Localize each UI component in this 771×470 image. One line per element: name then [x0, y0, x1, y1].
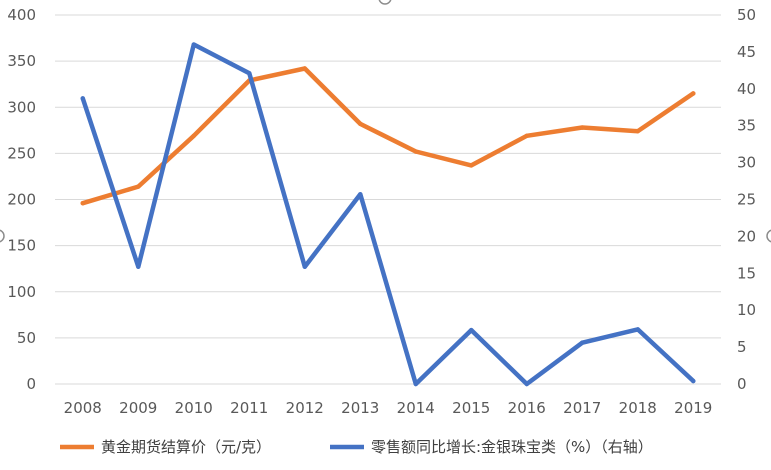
x-axis-tick-labels: 2008 2009 2010 2011 2012 2013 2014 2015 2016 2017…	[64, 399, 713, 417]
left-axis-tick-labels: 0 50 100 150 200 250 300 350 400	[7, 6, 36, 393]
series-line-gold-price	[80, 66, 696, 206]
data-point	[580, 125, 585, 130]
right-axis-tick-label: 25	[737, 191, 756, 209]
resize-handle-left[interactable]	[0, 229, 5, 243]
left-axis-tick-label: 150	[7, 237, 36, 255]
x-axis-tick-label: 2016	[508, 399, 546, 417]
right-axis-tick-label: 50	[737, 6, 756, 24]
x-axis-tick-label: 2012	[286, 399, 324, 417]
data-point	[247, 71, 252, 76]
resize-handle-top[interactable]	[378, 0, 392, 5]
data-point	[358, 192, 363, 197]
data-point	[136, 264, 141, 269]
right-axis-tick-label: 15	[737, 264, 756, 282]
data-point	[302, 66, 307, 71]
right-axis-tick-label: 45	[737, 43, 756, 61]
x-axis-tick-label: 2015	[452, 399, 490, 417]
data-point	[524, 381, 529, 387]
left-axis-tick-label: 200	[7, 191, 36, 209]
data-point	[580, 340, 585, 345]
legend-label: 零售额同比增长:金银珠宝类（%）（右轴）	[371, 438, 653, 456]
x-axis-tick-label: 2008	[64, 399, 102, 417]
data-point	[635, 129, 640, 134]
data-point	[524, 133, 529, 139]
series-lines	[80, 42, 696, 387]
x-axis-tick-label: 2014	[397, 399, 435, 417]
left-axis-tick-label: 0	[26, 375, 36, 393]
x-axis-tick-label: 2011	[230, 399, 268, 417]
left-axis-tick-label: 400	[7, 6, 36, 24]
data-point	[469, 327, 474, 333]
x-axis-tick-label: 2019	[674, 399, 712, 417]
right-axis-tick-label: 20	[737, 227, 756, 245]
left-axis-tick-label: 300	[7, 98, 36, 116]
data-point	[136, 184, 141, 189]
legend-label: 黄金期货结算价（元/克）	[101, 438, 271, 456]
data-point	[691, 378, 696, 384]
right-axis-tick-labels: 0 5 10 15 20 25 30 35 40 45 50	[737, 6, 756, 393]
resize-handle-right[interactable]	[766, 229, 771, 243]
right-axis-tick-label: 0	[737, 375, 747, 393]
legend-item: 零售额同比增长:金银珠宝类（%）（右轴）	[330, 438, 653, 456]
left-axis-tick-label: 100	[7, 283, 36, 301]
x-axis-tick-label: 2017	[563, 399, 601, 417]
data-point	[469, 163, 474, 168]
left-axis-tick-label: 250	[7, 144, 36, 162]
x-axis-tick-label: 2010	[175, 399, 213, 417]
left-axis-tick-label: 350	[7, 52, 36, 70]
data-point	[302, 264, 307, 269]
x-axis-tick-label: 2009	[119, 399, 157, 417]
right-axis-tick-label: 30	[737, 154, 756, 172]
data-point	[191, 133, 196, 139]
right-axis-tick-label: 40	[737, 80, 756, 98]
data-point	[191, 42, 196, 47]
data-point	[413, 381, 418, 387]
data-point	[80, 200, 85, 206]
x-axis-tick-label: 2018	[619, 399, 657, 417]
x-axis-tick-label: 2013	[341, 399, 379, 417]
legend: 黄金期货结算价（元/克） 零售额同比增长:金银珠宝类（%）（右轴）	[60, 438, 653, 456]
series-line-retail-growth	[80, 42, 696, 387]
data-point	[635, 327, 640, 332]
right-axis-tick-label: 10	[737, 301, 756, 319]
legend-item: 黄金期货结算价（元/克）	[60, 438, 271, 456]
data-point	[413, 149, 418, 154]
right-axis-tick-label: 35	[737, 117, 756, 135]
data-point	[80, 96, 85, 101]
right-axis-tick-label: 5	[737, 338, 747, 356]
data-point	[358, 121, 363, 127]
selection-handles	[0, 0, 771, 243]
left-axis-tick-label: 50	[17, 329, 36, 347]
data-point	[691, 91, 696, 96]
